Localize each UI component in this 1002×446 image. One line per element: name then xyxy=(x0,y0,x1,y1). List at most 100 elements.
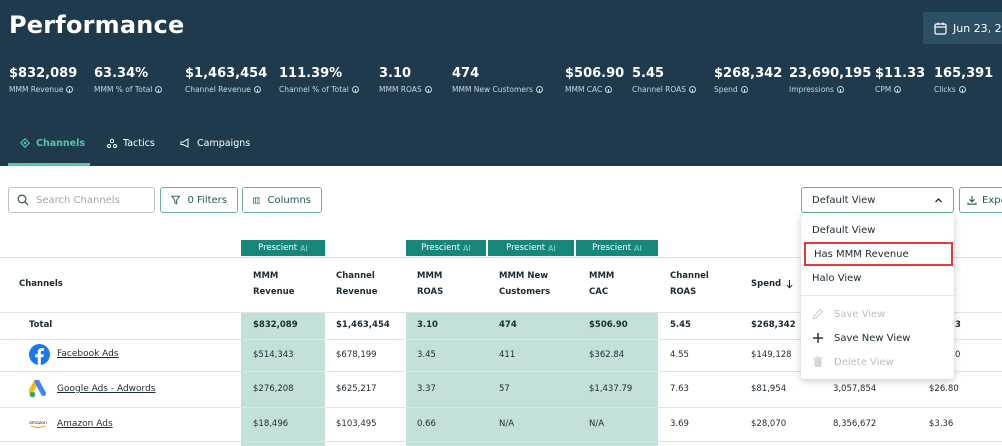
column-header-mmm-cac[interactable]: MMM CAC xyxy=(589,268,614,300)
info-icon[interactable] xyxy=(836,86,844,93)
column-header-mmm-roas[interactable]: MMM ROAS xyxy=(417,268,443,300)
tactics-icon xyxy=(107,138,117,148)
column-header-channels[interactable]: Channels xyxy=(19,279,63,289)
menu-item-default-view[interactable]: Default View xyxy=(812,224,876,236)
tab-campaigns[interactable]: Campaigns xyxy=(180,120,250,166)
metric-mmm-new-customers: 474 MMM New Customers xyxy=(452,66,543,94)
info-icon[interactable] xyxy=(535,86,543,93)
menu-item-has-mmm-revenue[interactable]: Has MMM Revenue xyxy=(804,242,953,266)
view-select-value: Default View xyxy=(812,194,876,206)
menu-item-delete-view[interactable]: Delete View xyxy=(801,350,954,374)
metric-mmm-pct-total: 63.34% MMM % of Total xyxy=(94,66,163,94)
column-header-channel-revenue[interactable]: Channel Revenue xyxy=(336,268,377,300)
export-button[interactable]: Expo xyxy=(959,187,1002,213)
channel-link[interactable]: Google Ads - Adwords xyxy=(57,384,156,394)
badge-label: Prescient xyxy=(592,243,632,253)
cell-channel-roas: 3.69 xyxy=(670,419,689,429)
info-icon[interactable] xyxy=(740,86,748,93)
header-line: Channel xyxy=(336,271,375,281)
search-input[interactable] xyxy=(36,194,146,206)
cell-mmm-revenue: $18,496 xyxy=(253,419,289,429)
column-header-spend[interactable]: Spend xyxy=(751,276,794,292)
info-icon[interactable] xyxy=(155,86,163,93)
cell-impressions: 8,356,672 xyxy=(833,419,877,429)
ai-badge-icon: AI xyxy=(548,243,556,253)
metric-value: 3.10 xyxy=(379,66,412,81)
ai-badge-icon: AI xyxy=(463,243,471,253)
info-icon[interactable] xyxy=(253,86,261,93)
metric-label: MMM Revenue xyxy=(9,85,64,94)
metric-value: 111.39% xyxy=(279,66,343,81)
column-header-mmm-new-customers[interactable]: MMM New Customers xyxy=(499,268,550,300)
header-line: ROAS xyxy=(670,287,697,297)
header-line: Revenue xyxy=(336,287,378,297)
cell-mmm-revenue: $514,343 xyxy=(253,350,294,360)
cell-mmm-cac: N/A xyxy=(589,419,605,429)
tab-channels[interactable]: Channels xyxy=(20,120,85,166)
metric-channel-pct-total: 111.39% Channel % of Total xyxy=(279,66,359,94)
column-head-bg xyxy=(241,258,325,312)
ai-badge-icon: AI xyxy=(300,243,308,253)
menu-item-halo-view[interactable]: Halo View xyxy=(812,272,862,284)
page-title: Performance xyxy=(9,11,185,39)
cell-channel-revenue: $1,463,454 xyxy=(336,320,390,330)
filters-button[interactable]: 0 Filters xyxy=(160,187,238,213)
cell-spend: $81,954 xyxy=(751,384,787,394)
megaphone-icon xyxy=(180,138,189,148)
metrics-bar: $832,089 MMM Revenue 63.34% MMM % of Tot… xyxy=(0,66,1002,100)
badge-label: Prescient xyxy=(258,243,298,253)
info-icon[interactable] xyxy=(605,86,613,93)
menu-item-save-new-view[interactable]: Save New View xyxy=(801,326,954,350)
metric-value: $11.33 xyxy=(875,66,926,81)
cell-mmm-new-customers: 474 xyxy=(499,320,517,330)
facebook-logo-icon xyxy=(29,344,50,365)
date-range-button[interactable]: Jun 23, 20... xyxy=(923,12,1002,44)
search-icon xyxy=(17,194,29,206)
info-icon[interactable] xyxy=(689,86,697,93)
menu-item-save-view[interactable]: Save View xyxy=(801,302,954,326)
cell-mmm-roas: 3.45 xyxy=(417,350,436,360)
metric-value: 474 xyxy=(452,66,480,81)
cell-mmm-cac: $362.84 xyxy=(589,350,625,360)
info-icon[interactable] xyxy=(66,86,74,93)
header-line: MMM New xyxy=(499,271,549,281)
metric-value: $1,463,454 xyxy=(185,66,268,81)
cell-mmm-roas: 0.66 xyxy=(417,419,436,429)
columns-label: Columns xyxy=(267,194,311,206)
metric-label: Impressions xyxy=(789,85,834,94)
metric-label: Clicks xyxy=(934,85,956,94)
info-icon[interactable] xyxy=(958,86,966,93)
export-label: Expo xyxy=(982,194,1002,206)
view-select[interactable]: Default View xyxy=(801,187,954,213)
header-line: MMM xyxy=(253,271,279,281)
cell-spend: $28,070 xyxy=(751,419,787,429)
cell-channel-revenue: $625,217 xyxy=(336,384,377,394)
amazon-logo-icon: amazon xyxy=(29,421,47,428)
column-header-mmm-revenue[interactable]: MMM Revenue xyxy=(253,268,294,300)
filter-icon xyxy=(171,195,181,205)
info-icon[interactable] xyxy=(351,86,359,93)
tab-tactics[interactable]: Tactics xyxy=(107,120,155,166)
cell-channel-roas: 5.45 xyxy=(670,320,691,330)
info-icon[interactable] xyxy=(894,86,902,93)
row-divider xyxy=(0,312,1002,313)
metric-label: Channel Revenue xyxy=(185,85,251,94)
active-tab-indicator xyxy=(8,163,90,166)
metric-label: Channel % of Total xyxy=(279,85,349,94)
menu-divider xyxy=(801,295,954,296)
info-icon[interactable] xyxy=(424,86,432,93)
metric-mmm-cac: $506.90 MMM CAC xyxy=(565,66,624,94)
metric-label: Channel ROAS xyxy=(632,85,687,94)
channel-link[interactable]: Facebook Ads xyxy=(57,349,119,359)
calendar-icon xyxy=(934,22,947,35)
pencil-icon xyxy=(812,308,824,320)
trash-icon xyxy=(813,356,823,367)
header-line: CAC xyxy=(589,287,609,297)
search-box[interactable] xyxy=(8,187,155,213)
cell-mmm-revenue: $832,089 xyxy=(253,320,298,330)
channel-link[interactable]: Amazon Ads xyxy=(57,419,113,429)
column-header-channel-roas[interactable]: Channel ROAS xyxy=(670,268,709,300)
metric-value: $268,342 xyxy=(714,66,783,81)
cell-cpm: $26.80 xyxy=(929,384,959,394)
columns-button[interactable]: Columns xyxy=(242,187,322,213)
